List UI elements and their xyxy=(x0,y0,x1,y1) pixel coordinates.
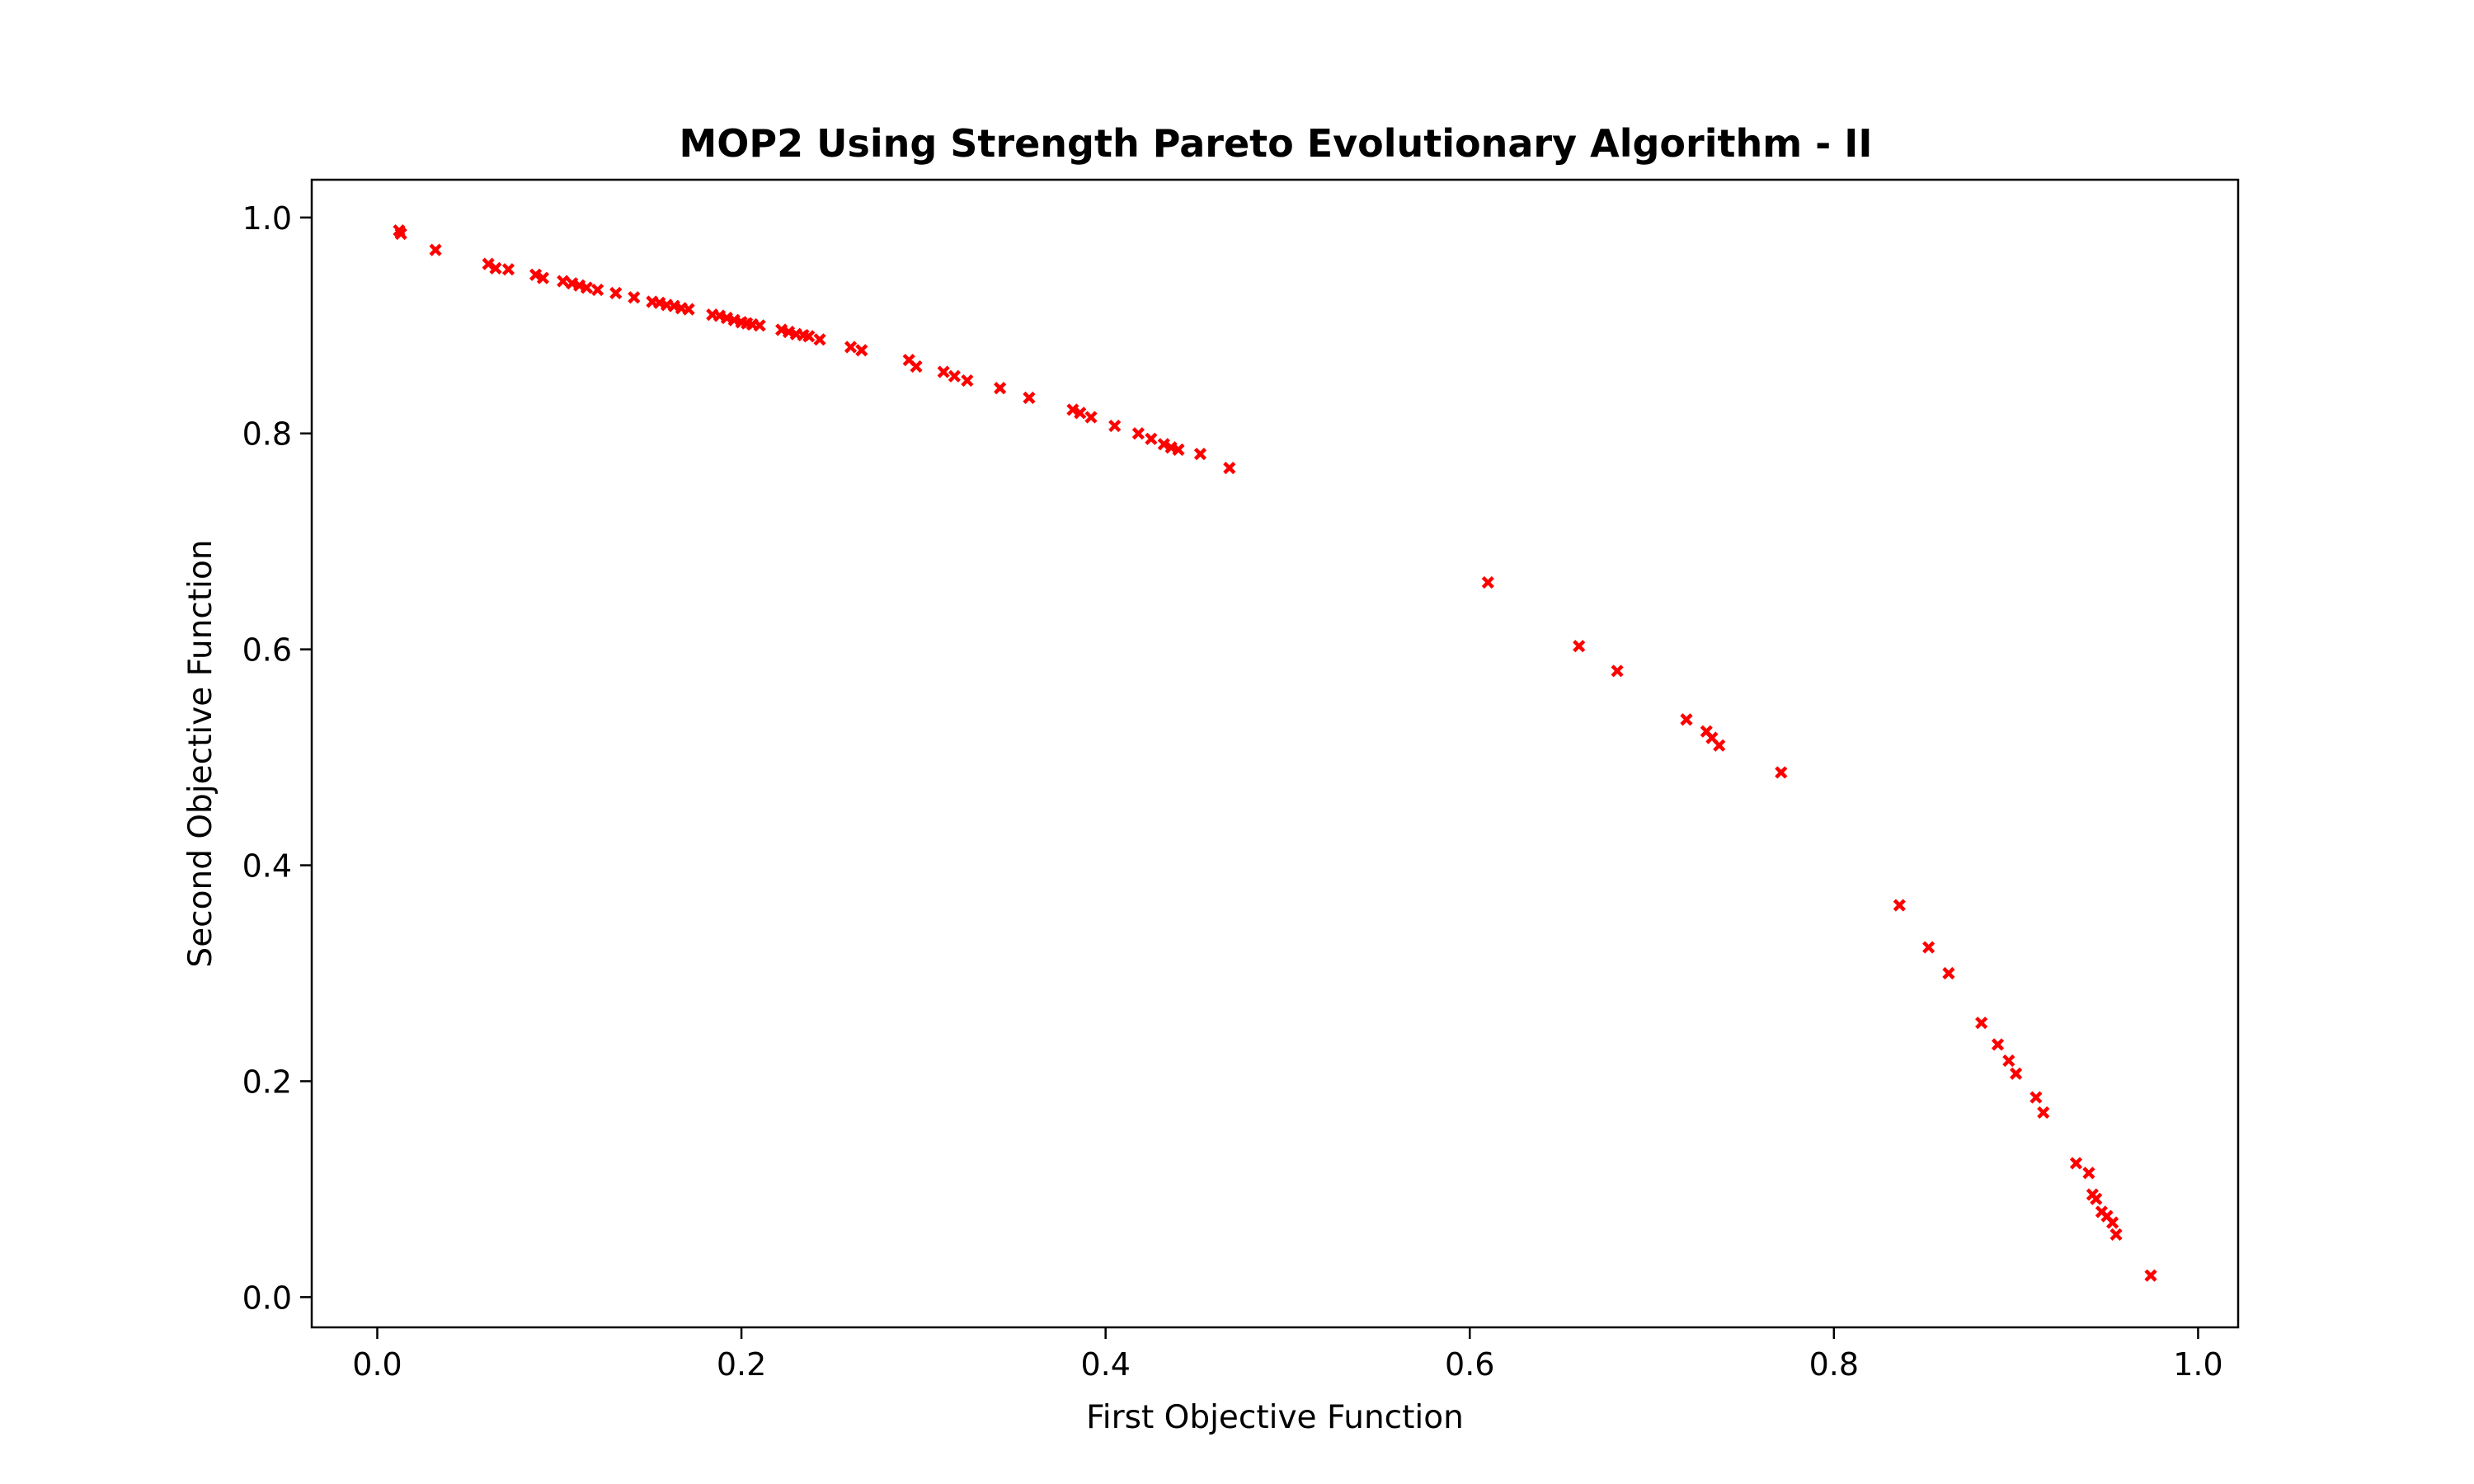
y-tick-label: 0.0 xyxy=(242,1280,292,1316)
data-point xyxy=(501,263,515,276)
data-point xyxy=(609,286,623,300)
data-point xyxy=(580,281,593,294)
x-tick-label: 1.0 xyxy=(2173,1346,2222,1383)
data-point xyxy=(591,283,604,297)
x-axis-label: First Objective Function xyxy=(1086,1399,1464,1436)
data-point xyxy=(429,243,442,256)
data-point xyxy=(1922,941,1935,954)
data-point xyxy=(753,319,766,332)
data-point xyxy=(937,365,950,378)
y-axis-label: Second Objective Function xyxy=(182,539,219,967)
data-point xyxy=(2030,1091,2043,1104)
data-point xyxy=(1942,966,1955,980)
data-point xyxy=(961,373,974,387)
y-tick-label: 0.2 xyxy=(242,1064,292,1100)
data-point xyxy=(855,344,868,357)
data-point xyxy=(910,359,923,373)
data-point xyxy=(994,382,1007,395)
data-point xyxy=(1893,899,1906,912)
data-point xyxy=(948,369,961,383)
data-point xyxy=(2106,1216,2119,1229)
x-tick-label: 0.6 xyxy=(1445,1346,1494,1383)
data-point xyxy=(1066,403,1079,416)
data-point xyxy=(529,268,543,281)
data-point xyxy=(1713,739,1726,752)
data-point xyxy=(1131,427,1145,440)
chart-title: MOP2 Using Strength Pareto Evolutionary … xyxy=(680,121,1873,166)
data-point xyxy=(2082,1167,2095,1180)
data-point xyxy=(1084,411,1098,424)
plot-area xyxy=(393,223,2157,1282)
data-point xyxy=(1991,1038,2005,1051)
data-point xyxy=(1157,438,1170,451)
data-point xyxy=(1108,419,1122,433)
data-point xyxy=(802,330,816,343)
data-point xyxy=(813,333,826,346)
data-point xyxy=(628,291,641,304)
data-point xyxy=(1172,443,1185,456)
x-tick-label: 0.4 xyxy=(1080,1346,1130,1383)
data-point xyxy=(1145,432,1158,445)
data-point xyxy=(557,275,570,288)
data-point xyxy=(2069,1157,2083,1170)
data-point xyxy=(2109,1228,2123,1241)
y-axis: 0.0 0.2 0.4 0.6 0.8 1.0 xyxy=(242,200,312,1316)
x-tick-label: 0.8 xyxy=(1809,1346,1859,1383)
data-point xyxy=(2144,1269,2157,1282)
data-point xyxy=(1023,391,1036,405)
data-point xyxy=(2037,1106,2050,1120)
data-point xyxy=(1074,406,1087,420)
data-point xyxy=(1223,462,1236,475)
data-point xyxy=(682,303,695,316)
data-point xyxy=(536,271,549,284)
data-point xyxy=(489,261,502,275)
x-tick-label: 0.2 xyxy=(717,1346,766,1383)
data-point xyxy=(1680,713,1693,726)
data-point xyxy=(1775,766,1788,779)
y-tick-label: 0.6 xyxy=(242,632,292,669)
data-point xyxy=(1611,665,1624,678)
x-axis: 0.0 0.2 0.4 0.6 0.8 1.0 xyxy=(352,1327,2223,1383)
data-point xyxy=(1975,1017,1988,1030)
data-point xyxy=(844,340,858,354)
data-point xyxy=(394,227,407,241)
data-point xyxy=(1481,575,1494,589)
data-point xyxy=(482,257,495,270)
data-point xyxy=(2090,1192,2103,1205)
data-point xyxy=(1573,640,1586,653)
data-point xyxy=(2010,1067,2023,1080)
data-point xyxy=(2002,1054,2015,1068)
data-point xyxy=(1193,448,1207,461)
y-tick-label: 1.0 xyxy=(242,200,292,237)
y-tick-label: 0.4 xyxy=(242,848,292,885)
x-tick-label: 0.0 xyxy=(352,1346,402,1383)
y-tick-label: 0.8 xyxy=(242,416,292,453)
plot-frame xyxy=(310,178,2240,1329)
